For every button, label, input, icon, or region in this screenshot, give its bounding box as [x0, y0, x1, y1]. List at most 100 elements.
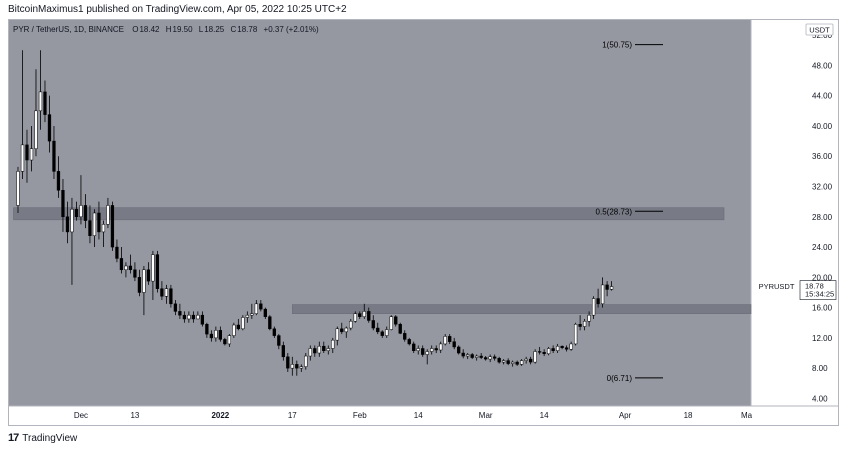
candle: [227, 334, 231, 347]
candle-body: [218, 330, 223, 340]
price-axis[interactable]: [751, 20, 838, 406]
candle-body: [403, 333, 407, 340]
candle-body: [124, 265, 128, 271]
candle: [250, 303, 254, 319]
candle: [70, 197, 74, 285]
candle-body: [389, 316, 393, 330]
legend-low-value: 18.25: [204, 25, 225, 34]
candle: [160, 281, 164, 301]
candle: [416, 345, 420, 355]
candle-body: [407, 339, 411, 345]
candle: [529, 356, 533, 365]
time-tick-label: Apr: [619, 411, 632, 420]
candle: [609, 281, 614, 291]
time-tick-label: 14: [414, 411, 423, 420]
candle: [115, 239, 119, 263]
candle: [155, 250, 160, 293]
candle: [281, 341, 285, 361]
candle-body: [232, 324, 236, 336]
candle-body: [416, 348, 420, 351]
currency-label: USDT: [809, 26, 830, 35]
candle-body: [582, 320, 587, 327]
candle-body: [452, 341, 456, 348]
candle: [344, 326, 348, 338]
candle: [564, 345, 569, 352]
candle-body: [479, 355, 483, 358]
price-tag-value: 18.78: [805, 282, 824, 291]
symbol-tag: [756, 281, 797, 292]
candle: [439, 341, 443, 354]
candle-body: [555, 345, 560, 351]
candle-body: [56, 171, 61, 191]
candle-body: [394, 316, 398, 325]
candle-body: [605, 284, 609, 290]
candle: [236, 318, 240, 331]
time-tick-label: 18: [684, 411, 693, 420]
candle: [322, 341, 326, 354]
candle: [254, 300, 258, 316]
candle: [313, 345, 317, 357]
currency-badge[interactable]: [805, 23, 834, 36]
candle-body: [529, 358, 533, 363]
fib-label: 0.5(28.73): [596, 207, 633, 216]
candle-body: [443, 336, 447, 345]
candle: [263, 307, 267, 319]
candle: [475, 354, 479, 361]
candle-body: [551, 348, 555, 351]
candle-body: [272, 328, 276, 336]
candle: [52, 125, 56, 179]
candle: [362, 303, 366, 319]
candle-body: [335, 328, 339, 341]
candle: [488, 354, 492, 363]
candle-body: [241, 317, 245, 330]
candle-body: [587, 314, 591, 322]
candle: [461, 349, 465, 359]
candle: [596, 288, 600, 308]
candle: [479, 353, 483, 360]
candle: [34, 69, 38, 157]
candle: [515, 360, 519, 366]
candle-body: [236, 324, 240, 330]
candle-body: [110, 205, 115, 248]
candle-body: [353, 313, 357, 322]
candle: [407, 337, 411, 346]
zone-0: [13, 207, 725, 221]
candle-body: [470, 354, 474, 358]
candle-body: [277, 335, 281, 346]
candle-body: [187, 314, 191, 320]
legend-symbol: PYR / TetherUS, 1D, BINANCE: [13, 25, 124, 34]
candle: [245, 311, 249, 323]
candle-body: [475, 355, 479, 358]
candle: [272, 326, 276, 338]
candle: [137, 269, 142, 297]
candle-body: [569, 343, 573, 350]
candle-body: [254, 303, 258, 314]
candle: [101, 220, 106, 248]
price-tick-label: 16.00: [812, 304, 833, 313]
candle: [537, 346, 542, 355]
candle: [502, 359, 506, 365]
candle: [367, 307, 371, 323]
candle: [466, 353, 470, 360]
time-tick-label: Mar: [479, 411, 493, 420]
legend-high-label: H: [166, 25, 172, 34]
footer-brand-text: TradingView: [22, 432, 78, 444]
candle: [268, 315, 272, 331]
candle: [358, 311, 362, 319]
candle: [214, 326, 218, 342]
candle-body: [142, 269, 146, 293]
zone-1: [292, 304, 752, 314]
candle-body: [560, 345, 564, 348]
candle-body: [439, 343, 443, 351]
candle-body: [340, 328, 344, 333]
candle: [304, 353, 308, 370]
candle: [88, 205, 92, 244]
candle-body: [182, 314, 187, 320]
footer-brand[interactable]: 17 TradingView: [8, 430, 77, 446]
candle-body: [533, 351, 537, 363]
time-axis[interactable]: [9, 406, 838, 425]
candle: [591, 296, 596, 319]
candle: [497, 356, 501, 364]
candle-body: [214, 330, 218, 339]
